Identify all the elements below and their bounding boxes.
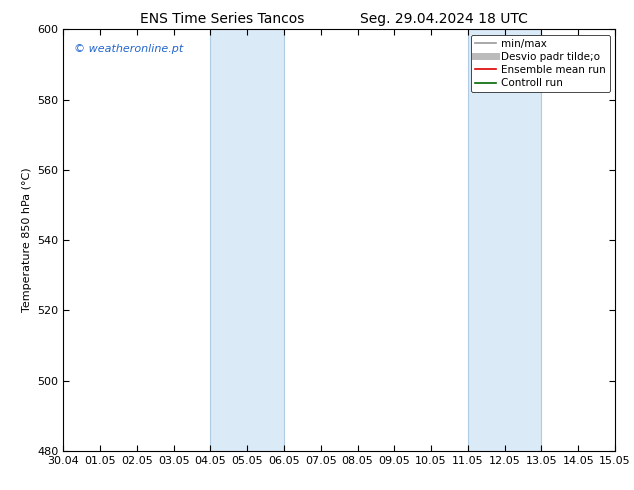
Legend: min/max, Desvio padr tilde;o, Ensemble mean run, Controll run: min/max, Desvio padr tilde;o, Ensemble m… [470, 35, 610, 92]
Bar [468, 29, 541, 451]
Bar [210, 29, 284, 451]
Text: Seg. 29.04.2024 18 UTC: Seg. 29.04.2024 18 UTC [360, 12, 527, 26]
Y-axis label: Temperature 850 hPa (°C): Temperature 850 hPa (°C) [22, 168, 32, 313]
Text: ENS Time Series Tancos: ENS Time Series Tancos [139, 12, 304, 26]
Text: © weatheronline.pt: © weatheronline.pt [74, 44, 184, 54]
